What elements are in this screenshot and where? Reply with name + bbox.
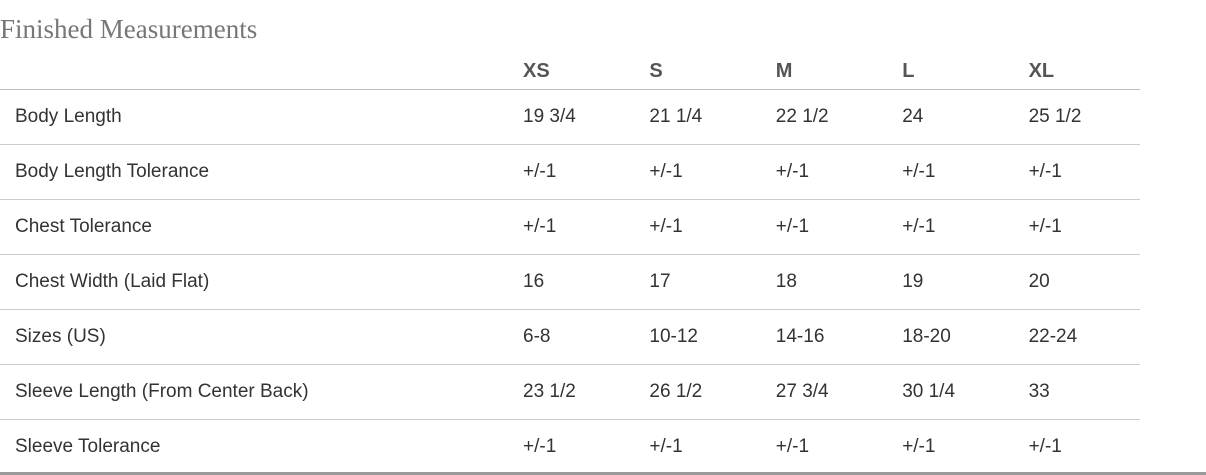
row-label: Sleeve Tolerance — [0, 418, 509, 474]
cell-value: 33 — [1013, 363, 1140, 419]
column-header: M — [760, 55, 888, 90]
column-header-label: M — [775, 59, 793, 82]
cell-value: +/-1 — [1013, 143, 1140, 199]
cell-value: 26 1/2 — [634, 363, 761, 419]
column-header-label: XS — [523, 59, 550, 82]
column-header-label: L — [902, 59, 915, 82]
cell-value: 18-20 — [887, 308, 1014, 364]
cell-value: 22 1/2 — [775, 105, 829, 127]
cell-value: 19 — [887, 253, 1014, 309]
cell-value: +/-1 — [634, 143, 761, 199]
table-row: Sleeve Tolerance +/-1 +/-1 +/-1 +/-1 +/-1 — [0, 418, 1140, 474]
table-row: Body Length 19 3/4 21 1/4 22 1/2 24 25 1/2 — [0, 89, 1140, 144]
cell-value: 23 1/2 — [508, 363, 635, 419]
cell-value: +/-1 — [887, 143, 1014, 199]
column-header: XL — [1013, 55, 1140, 90]
cell-value: 27 3/4 — [760, 363, 888, 419]
cell-value: +/-1 — [887, 198, 1014, 254]
table-row: Chest Tolerance +/-1 +/-1 +/-1 +/-1 +/-1 — [0, 198, 1140, 254]
measurements-table: XS S M L XL Body Length 19 3/4 21 1/4 22 1/2 24 2… — [0, 55, 1140, 474]
table-header-row: XS S M L XL — [0, 55, 1140, 90]
table-row: Body Length Tolerance +/-1 +/-1 +/-1 +/-1 +/-… — [0, 143, 1140, 199]
cell-value: +/-1 — [634, 418, 761, 474]
bottom-border — [0, 472, 1206, 475]
cell-value: +/-1 — [508, 143, 635, 199]
column-header: L — [887, 55, 1014, 90]
cell-value: +/-1 — [760, 418, 888, 474]
cell-value: 30 1/4 — [887, 363, 1014, 419]
row-label: Body Length Tolerance — [0, 143, 509, 199]
page-title: Finished Measurements — [0, 14, 258, 44]
cell-value: 25 1/2 — [1028, 105, 1082, 127]
column-header — [0, 55, 509, 90]
column-header: XS — [508, 55, 635, 90]
column-header-label: S — [649, 59, 663, 82]
row-label: Chest Width (Laid Flat) — [0, 253, 509, 309]
row-label: Sizes (US) — [0, 308, 509, 364]
cell-value: +/-1 — [508, 198, 635, 254]
cell-value: +/-1 — [760, 143, 888, 199]
cell-value: +/-1 — [760, 198, 888, 254]
column-header-label: XL — [1028, 59, 1055, 82]
row-label: Chest Tolerance — [0, 198, 509, 254]
column-header-label — [15, 83, 508, 89]
cell-value: +/-1 — [1013, 198, 1140, 254]
row-label: Body Length — [15, 105, 122, 127]
cell-value: 10-12 — [634, 308, 761, 364]
cell-value: +/-1 — [1013, 418, 1140, 474]
cell-value: 20 — [1013, 253, 1140, 309]
row-label: Sleeve Length (From Center Back) — [0, 363, 509, 419]
table-row: Sleeve Length (From Center Back) 23 1/2 26… — [0, 363, 1140, 419]
cell-value: 24 — [902, 105, 924, 127]
cell-value: 21 1/4 — [649, 105, 703, 127]
cell-value: 14-16 — [760, 308, 888, 364]
cell-value: +/-1 — [508, 418, 635, 474]
cell-value: +/-1 — [634, 198, 761, 254]
cell-value: 17 — [634, 253, 761, 309]
table-row: Sizes (US) 6-8 10-12 14-16 18-20 22-24 — [0, 308, 1140, 364]
cell-value: +/-1 — [887, 418, 1014, 474]
cell-value: 19 3/4 — [523, 105, 576, 127]
cell-value: 6-8 — [508, 308, 635, 364]
cell-value: 22-24 — [1013, 308, 1140, 364]
table-row: Chest Width (Laid Flat) 16 17 18 19 20 — [0, 253, 1140, 309]
cell-value: 18 — [760, 253, 888, 309]
cell-value: 16 — [508, 253, 635, 309]
column-header: S — [634, 55, 761, 90]
